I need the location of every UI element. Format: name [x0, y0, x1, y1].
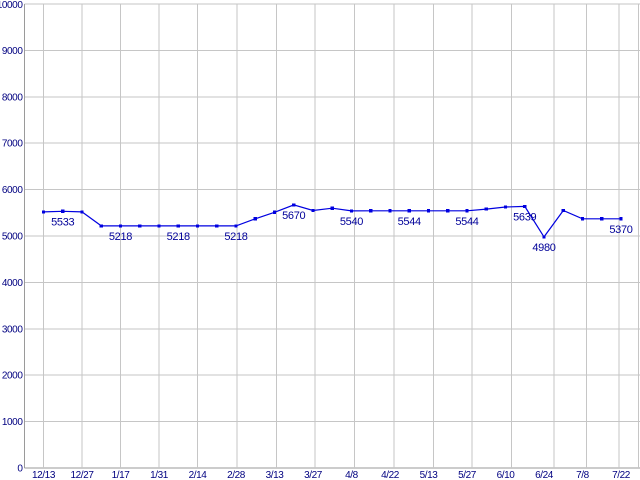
data-point-marker: [349, 209, 354, 213]
y-tick-label: 1000: [2, 417, 23, 428]
data-point-marker: [426, 209, 431, 213]
data-point-label: 5218: [167, 231, 190, 243]
data-point-label: 5639: [513, 211, 536, 223]
data-point-marker: [446, 209, 450, 213]
data-point-marker: [619, 217, 623, 221]
data-point-marker: [388, 209, 392, 213]
data-point-marker: [176, 224, 180, 228]
y-tick-label: 0: [17, 464, 23, 475]
y-tick-label: 3000: [2, 324, 23, 335]
y-tick-label: 5000: [2, 232, 23, 243]
x-tick-label: 1/31: [150, 470, 169, 480]
x-tick-label: 5/27: [458, 470, 477, 480]
data-point-marker: [523, 204, 527, 208]
data-point-marker: [465, 209, 469, 213]
x-tick-label: 12/27: [70, 470, 94, 480]
data-point-label: 4980: [532, 242, 555, 254]
horizontal-gridlines: [24, 3, 640, 469]
y-tick-label: 8000: [2, 92, 23, 103]
data-point-marker: [369, 209, 373, 213]
data-point-marker: [561, 208, 565, 213]
y-tick-label: 4000: [2, 278, 23, 289]
data-point-marker: [138, 224, 142, 228]
data-point-marker: [234, 224, 238, 228]
x-axis-labels: 12/13 12/27 1/17 1/31 2/14 2/28 3/13 3/27 4/8 4/2…: [32, 470, 631, 480]
data-point-marker: [542, 235, 546, 239]
y-tick-label: 10000: [0, 0, 23, 11]
x-tick-label: 3/27: [304, 470, 323, 480]
data-point-marker: [195, 224, 200, 228]
data-point-marker: [272, 210, 277, 214]
x-tick-label: 5/13: [420, 470, 439, 480]
data-point-marker: [503, 205, 508, 209]
data-point-marker: [311, 208, 315, 213]
data-point-label: 5670: [282, 210, 305, 222]
y-tick-label: 7000: [2, 139, 23, 150]
y-axis-labels: 0 1000 2000 3000 4000 5000 6000 7000 8000 9000 100…: [0, 0, 24, 475]
y-tick-label: 9000: [2, 46, 23, 57]
data-point-marker: [292, 203, 296, 207]
data-point-marker: [407, 209, 411, 213]
point-labels: 5533 5218 5218 5218 5670 5540 5544 5544 5639 4980…: [51, 210, 633, 254]
data-point-marker: [61, 209, 65, 213]
x-tick-label: 1/17: [112, 470, 131, 480]
data-point-marker: [80, 210, 84, 214]
x-tick-label: 7/8: [576, 470, 590, 480]
data-point-label: 5544: [398, 216, 421, 228]
x-tick-label: 4/22: [381, 470, 400, 480]
data-point-marker: [580, 217, 585, 221]
data-point-marker: [253, 217, 257, 221]
data-point-label: 5370: [609, 224, 632, 236]
x-tick-label: 7/22: [612, 470, 631, 480]
x-tick-label: 6/24: [535, 470, 554, 480]
data-point-marker: [157, 224, 161, 228]
data-point-label: 5540: [340, 216, 363, 228]
x-tick-label: 12/13: [32, 470, 56, 480]
data-point-marker: [215, 224, 219, 228]
data-point-marker: [600, 217, 604, 221]
x-tick-label: 3/13: [266, 470, 285, 480]
x-tick-label: 6/10: [497, 470, 516, 480]
x-tick-label: 2/28: [227, 470, 246, 480]
data-point-label: 5544: [455, 216, 478, 228]
data-point-label: 5218: [109, 231, 132, 243]
data-point-marker: [330, 206, 334, 210]
y-tick-label: 6000: [2, 185, 23, 196]
x-tick-label: 4/8: [345, 470, 359, 480]
vertical-gridlines: [43, 4, 620, 468]
data-point-label: 5218: [224, 231, 247, 243]
data-point-label: 5533: [51, 216, 74, 228]
data-point-marker: [41, 210, 46, 214]
x-tick-label: 2/14: [189, 470, 208, 480]
y-tick-label: 2000: [2, 371, 23, 382]
data-point-marker: [484, 207, 488, 211]
data-markers: [41, 203, 623, 239]
data-point-marker: [99, 224, 103, 228]
data-point-marker: [118, 224, 123, 228]
